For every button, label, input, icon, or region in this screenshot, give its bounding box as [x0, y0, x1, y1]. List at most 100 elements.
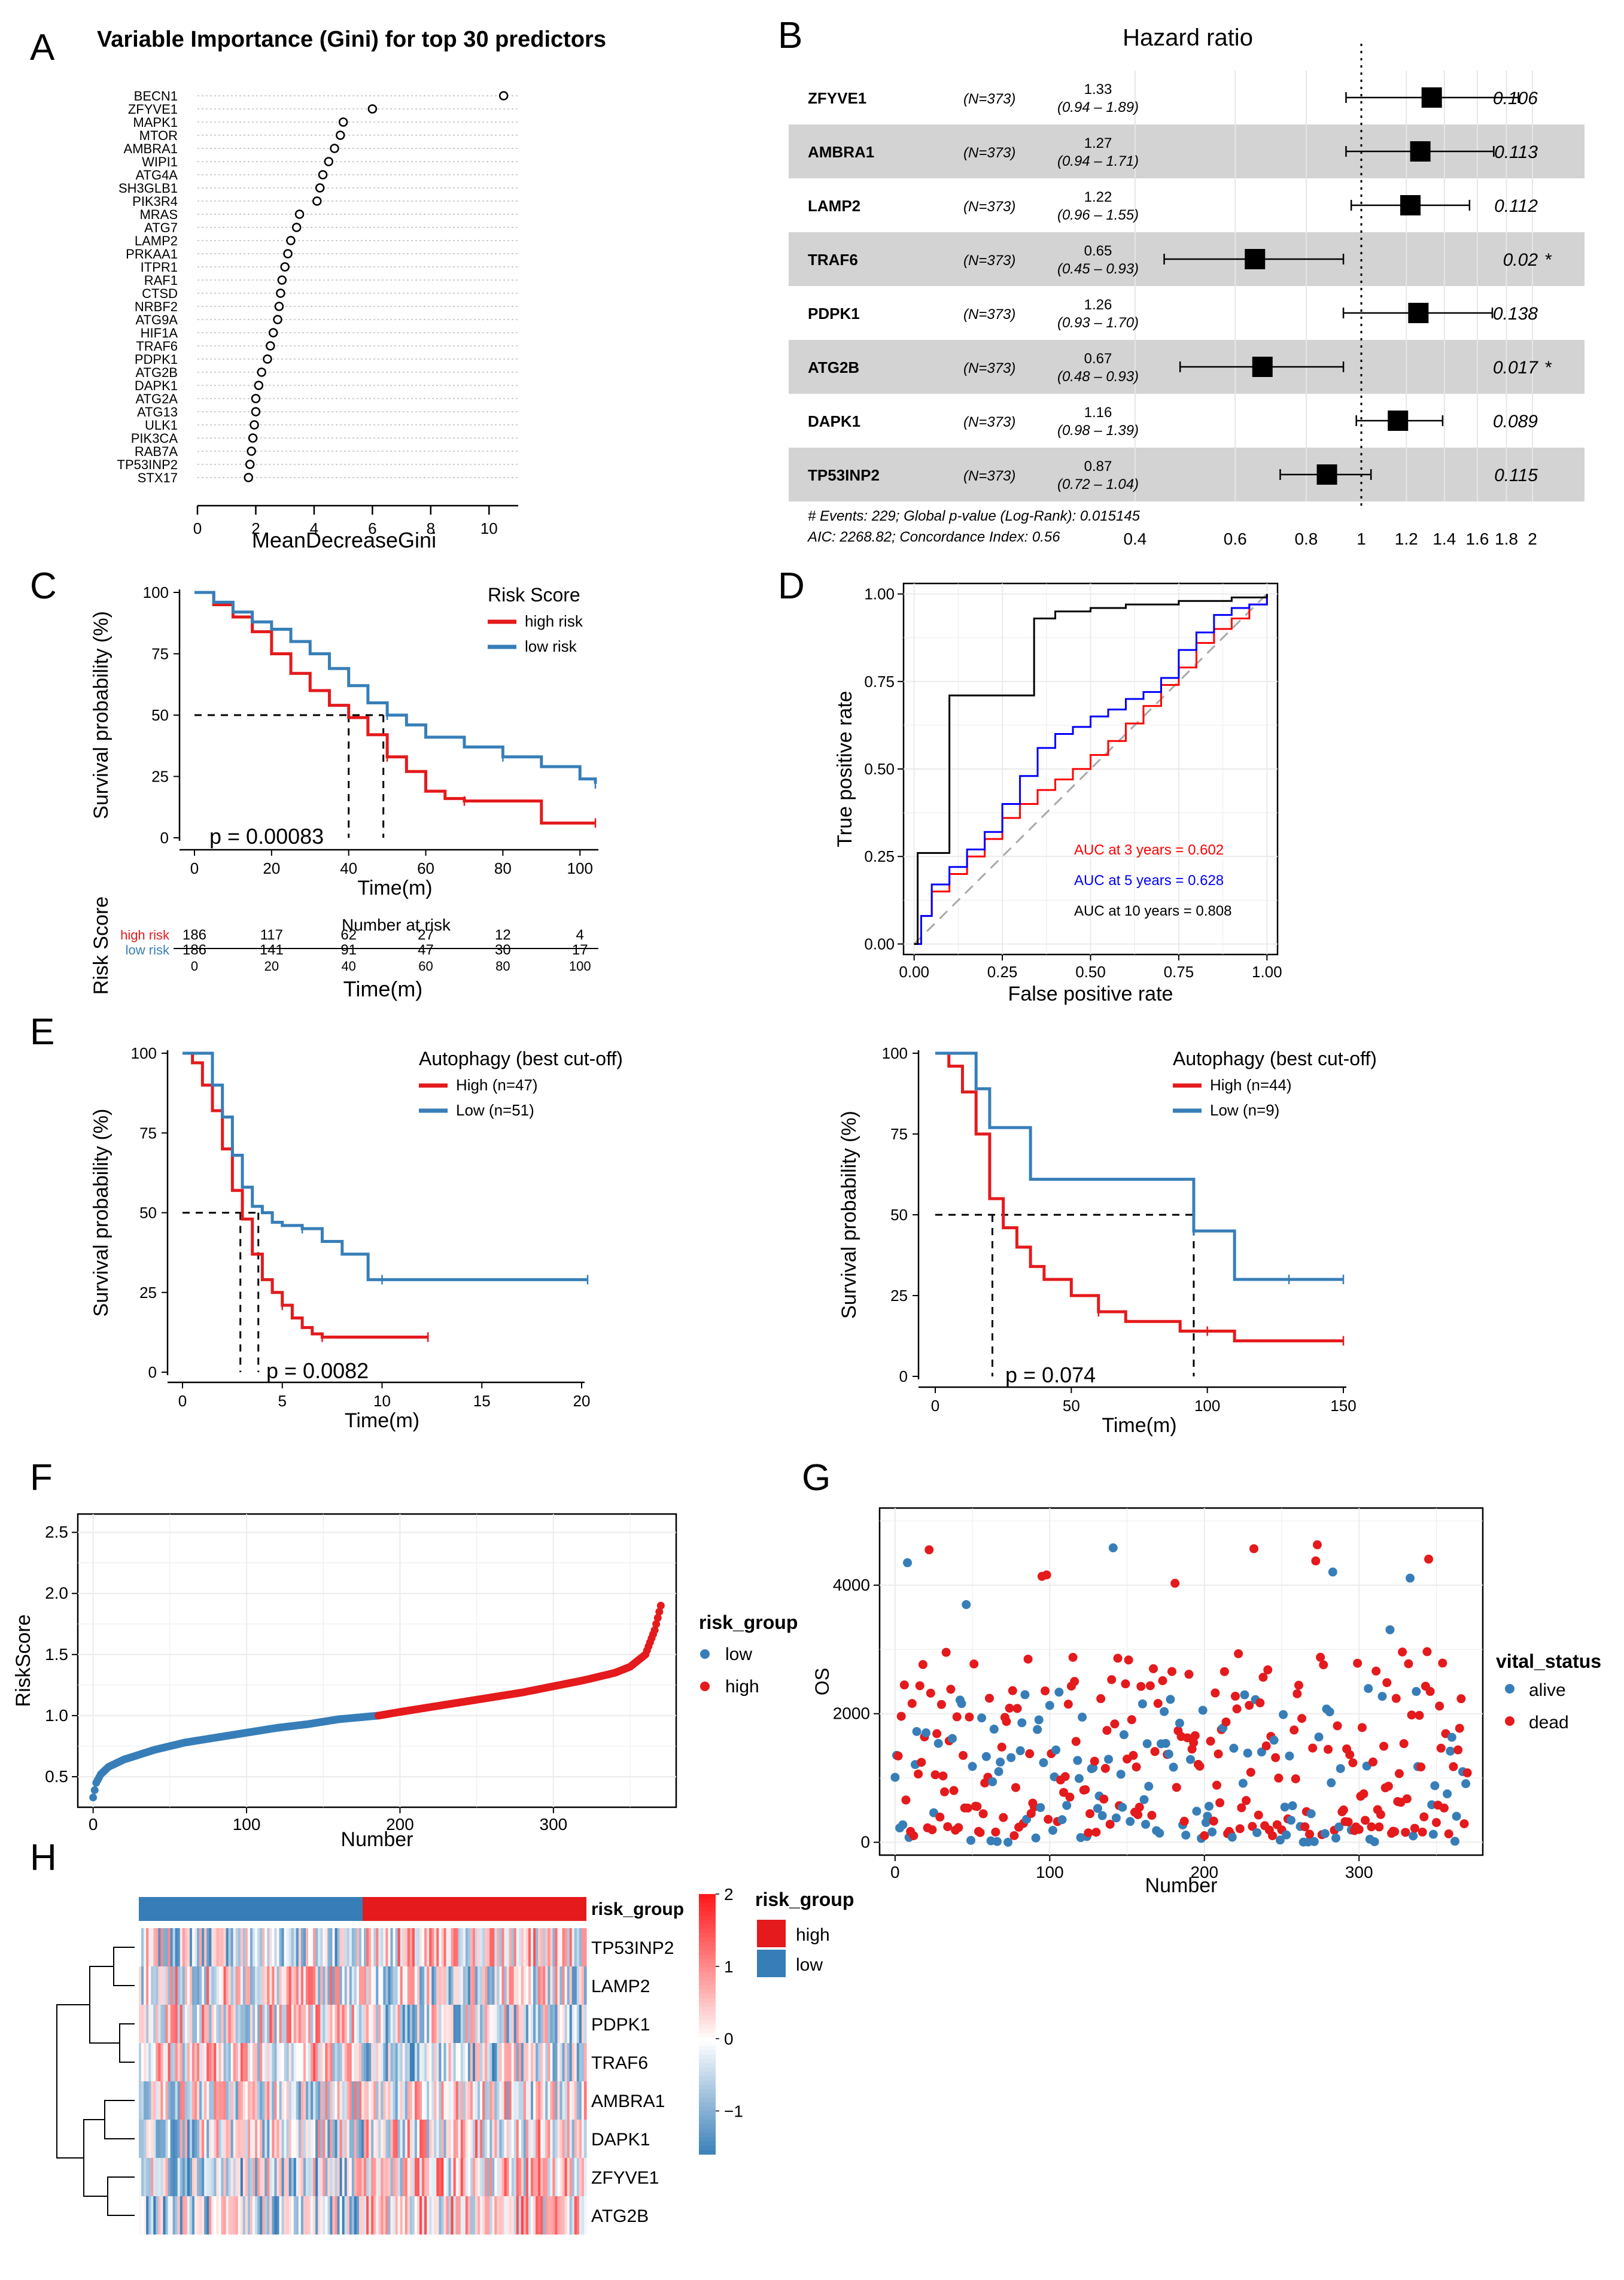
os-x-tick-label: 200 — [1190, 1863, 1218, 1881]
heatmap-cell — [453, 1966, 457, 2005]
heatmap-cell — [419, 2158, 422, 2196]
heatmap-cell — [427, 2081, 430, 2120]
forest-p-value: 0.089 — [1493, 412, 1538, 431]
km-x-axis-title: Time(m) — [1102, 1414, 1176, 1437]
heatmap-cell — [144, 2196, 147, 2235]
heatmap-cell — [531, 2081, 534, 2120]
heatmap-cell — [472, 2081, 476, 2120]
heatmap-cell — [165, 2120, 169, 2158]
os-point — [1208, 1827, 1217, 1837]
heatmap-cell — [235, 2043, 239, 2081]
os-point — [1105, 1819, 1115, 1829]
os-point — [1166, 1695, 1175, 1704]
heatmap-cell — [555, 2120, 558, 2158]
heatmap-cell — [504, 2081, 507, 2120]
heatmap-cell — [470, 1928, 473, 1966]
heatmap-cell — [175, 2005, 178, 2043]
riskscore-point — [650, 1626, 659, 1634]
heatmap-cell — [165, 2043, 169, 2081]
heatmap-cell — [434, 2005, 437, 2043]
heatmap-cell — [409, 2120, 413, 2158]
forest-gene-label: AMBRA1 — [808, 143, 874, 161]
heatmap-cell — [257, 2043, 260, 2081]
heatmap-cell — [334, 2081, 338, 2120]
heatmap-cell — [351, 2158, 355, 2196]
os-point — [1227, 1832, 1237, 1842]
heatmap-cell — [323, 2158, 326, 2196]
os-point — [1452, 1811, 1461, 1821]
heatmap-cell — [339, 2043, 343, 2081]
heatmap-cell — [497, 2043, 500, 2081]
heatmap-cell — [373, 1928, 376, 1966]
heatmap-cell — [349, 1928, 352, 1966]
heatmap-cell — [172, 2043, 176, 2081]
heatmap-cell — [182, 2005, 185, 2043]
heatmap-cell — [569, 1966, 573, 2005]
heatmap-scale-segment — [699, 1959, 716, 1964]
heatmap-dendrogram — [113, 1947, 135, 1986]
risk-table-count: 91 — [340, 942, 357, 958]
heatmap-cell — [416, 2196, 420, 2235]
heatmap-cell — [315, 2196, 318, 2235]
heatmap-cell — [525, 1966, 529, 2005]
heatmap-cell — [230, 2196, 234, 2235]
heatmap-cell — [369, 2081, 372, 2120]
gini-point — [250, 420, 259, 430]
heatmap-cell — [460, 1966, 464, 2005]
km-x-tick-label: 0 — [190, 859, 199, 877]
forest-ci-label: (0.94 – 1.71) — [1057, 153, 1139, 169]
heatmap-cell — [158, 2158, 161, 2196]
heatmap-cell — [453, 2081, 457, 2120]
heatmap-cell — [315, 1928, 318, 1966]
heatmap-cell — [552, 2081, 556, 2120]
km-legend-title: Autophagy (best cut-off) — [419, 1048, 623, 1069]
heatmap-cell — [478, 2005, 480, 2043]
riskscore-y-tick-label: 1.5 — [45, 1645, 68, 1664]
heatmap-cell — [356, 2120, 360, 2158]
heatmap-cell — [569, 2158, 573, 2196]
heatmap-scale-segment — [699, 2011, 716, 2016]
heatmap-cell — [191, 2158, 195, 2196]
os-point — [1254, 1810, 1263, 1820]
heatmap-row-label: ATG2B — [591, 2206, 649, 2226]
heatmap-cell — [407, 2043, 410, 2081]
panel-f: 0 100 200 3000.51.01.52.02.5NumberRiskScore… — [12, 1513, 798, 1851]
os-point — [1374, 1822, 1384, 1832]
heatmap-cell — [531, 2120, 534, 2158]
heatmap-cell — [416, 1928, 420, 1966]
heatmap-cell — [240, 1928, 244, 1966]
os-point — [1455, 1723, 1464, 1733]
heatmap-cell — [443, 2081, 447, 2120]
heatmap-cell — [531, 2043, 534, 2081]
os-point — [1214, 1749, 1223, 1759]
heatmap-cell — [180, 2158, 183, 2196]
heatmap-cell — [467, 1966, 471, 2005]
os-point — [1439, 1803, 1449, 1813]
heatmap-cell — [506, 1928, 510, 1966]
heatmap-cell — [334, 2005, 338, 2043]
heatmap-scale-segment — [699, 2063, 716, 2068]
heatmap-cell — [311, 2005, 314, 2043]
heatmap-cell — [393, 1928, 396, 1966]
heatmap-cell — [238, 2043, 241, 2081]
os-point — [940, 1787, 950, 1796]
os-point — [1319, 1660, 1328, 1670]
heatmap-cell — [315, 2120, 318, 2158]
heatmap-cell — [296, 1966, 299, 2005]
heatmap-cell — [509, 2196, 512, 2235]
heatmap-cell — [576, 2196, 580, 2235]
gini-point — [245, 460, 255, 469]
forest-significance-star: * — [1545, 358, 1552, 378]
os-point — [1060, 1772, 1070, 1782]
heatmap-cell — [400, 2196, 403, 2235]
heatmap-cell — [274, 1928, 278, 1966]
heatmap-cell — [320, 2005, 323, 2043]
heatmap-cell — [255, 2158, 258, 2196]
heatmap-cell — [168, 1928, 171, 1966]
heatmap-cell — [358, 2081, 362, 2120]
heatmap-cell — [221, 2005, 224, 2043]
roc-curve — [914, 594, 1268, 945]
heatmap-cell — [339, 2005, 343, 2043]
heatmap-cell — [276, 2043, 280, 2081]
heatmap-cell — [499, 2158, 503, 2196]
